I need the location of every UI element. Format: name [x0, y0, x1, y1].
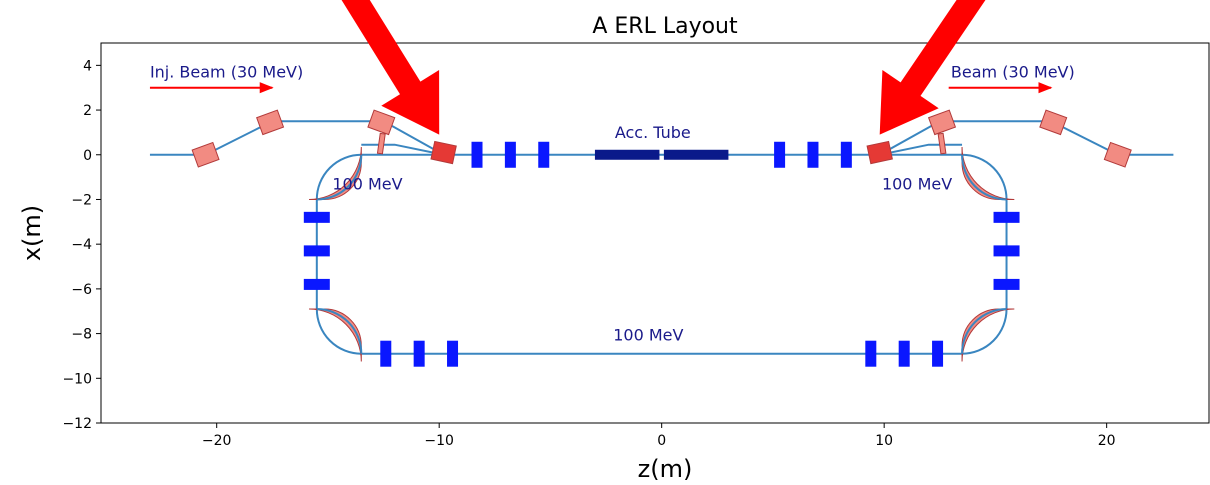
energy-label-left: 100 MeV	[332, 174, 402, 193]
plot-area: Inj. Beam (30 MeV) Beam (30 MeV) Acc. Tube…	[149, 63, 1174, 367]
dipole-body	[937, 132, 947, 155]
pointer-arrow	[341, 0, 440, 135]
chicane-dipole	[927, 109, 957, 136]
arc-dipole-top-right-path	[961, 154, 1007, 201]
dipole-body	[1039, 109, 1068, 136]
x-tick-label: 10	[875, 433, 893, 449]
chicane-dipole	[430, 140, 457, 165]
arc-dipole-bottom-left-path	[316, 308, 363, 354]
quadrupole-magnet	[303, 278, 330, 290]
chicane-left	[361, 143, 444, 156]
y-tick-label: −4	[71, 237, 92, 253]
y-tick-label: −2	[71, 192, 92, 208]
acc-tube-label: Acc. Tube	[615, 123, 691, 142]
quadrupole-magnet	[538, 141, 550, 168]
chicane-dipole	[1039, 109, 1068, 136]
quadrupole-magnet	[380, 340, 392, 367]
quadrupole-magnet	[993, 278, 1020, 290]
x-axis-label: z(m)	[638, 455, 693, 483]
dipole-body	[256, 109, 285, 136]
x-tick-label: 0	[657, 433, 666, 449]
chicane-dipole	[191, 141, 220, 168]
quadrupole-magnet	[303, 211, 330, 223]
quadrupole-magnet	[471, 141, 483, 168]
dipole-body	[927, 109, 957, 136]
quadrupole-magnet	[865, 340, 877, 367]
accelerating-cavity	[594, 149, 660, 160]
accelerating-cavity	[663, 149, 729, 160]
pointer-arrow	[879, 0, 986, 135]
dipole-body	[376, 132, 386, 155]
x-tick-label: 20	[1098, 433, 1116, 449]
quadrupole-magnet	[840, 141, 852, 168]
y-axis-label: x(m)	[18, 205, 46, 261]
chicane-dipole	[256, 109, 285, 136]
arc-dipole-top-left-path	[316, 154, 363, 201]
chart-title: A ERL Layout	[592, 14, 738, 39]
dipole-body	[430, 140, 457, 165]
arc-dipole-bottom-right-path	[961, 308, 1007, 354]
x-tick-label: −20	[202, 433, 232, 449]
quadrupole-magnet	[504, 141, 516, 168]
y-tick-label: 2	[83, 103, 92, 119]
quadrupole-magnet	[774, 141, 786, 168]
chicane-dipole	[367, 109, 396, 136]
ext-beam-label: Beam (30 MeV)	[951, 63, 1075, 82]
energy-label-bottom: 100 MeV	[613, 325, 683, 344]
y-tick-label: −12	[62, 416, 92, 432]
quadrupole-magnet	[447, 340, 459, 367]
y-tick-label: −8	[71, 327, 92, 343]
quadrupole-magnet	[807, 141, 819, 168]
y-tick-label: −10	[62, 371, 92, 387]
x-tick-label: −10	[424, 433, 454, 449]
dipole-body	[191, 141, 220, 168]
quadrupole-magnet	[303, 245, 330, 257]
quadrupole-magnet	[932, 340, 944, 367]
dipole-body	[866, 140, 893, 165]
y-tick-label: −6	[71, 282, 92, 298]
dipole-body	[367, 109, 396, 136]
energy-label-right: 100 MeV	[882, 174, 952, 193]
plot-frame	[100, 42, 1210, 424]
inj-beam-label: Inj. Beam (30 MeV)	[150, 63, 303, 82]
quadrupole-magnet	[413, 340, 425, 367]
thin-dipole	[937, 132, 947, 155]
thin-dipole	[376, 132, 386, 155]
quadrupole-magnet	[898, 340, 910, 367]
dipole-body	[1103, 141, 1132, 168]
chicane-right	[879, 143, 963, 156]
chicane-dipole	[866, 140, 893, 165]
quadrupole-magnet	[993, 245, 1020, 257]
y-tick-label: 4	[83, 58, 92, 74]
pointer-arrows	[341, 0, 986, 135]
chicane-dipole	[1103, 141, 1132, 168]
quadrupole-magnet	[993, 211, 1020, 223]
y-tick-label: 0	[83, 148, 92, 164]
